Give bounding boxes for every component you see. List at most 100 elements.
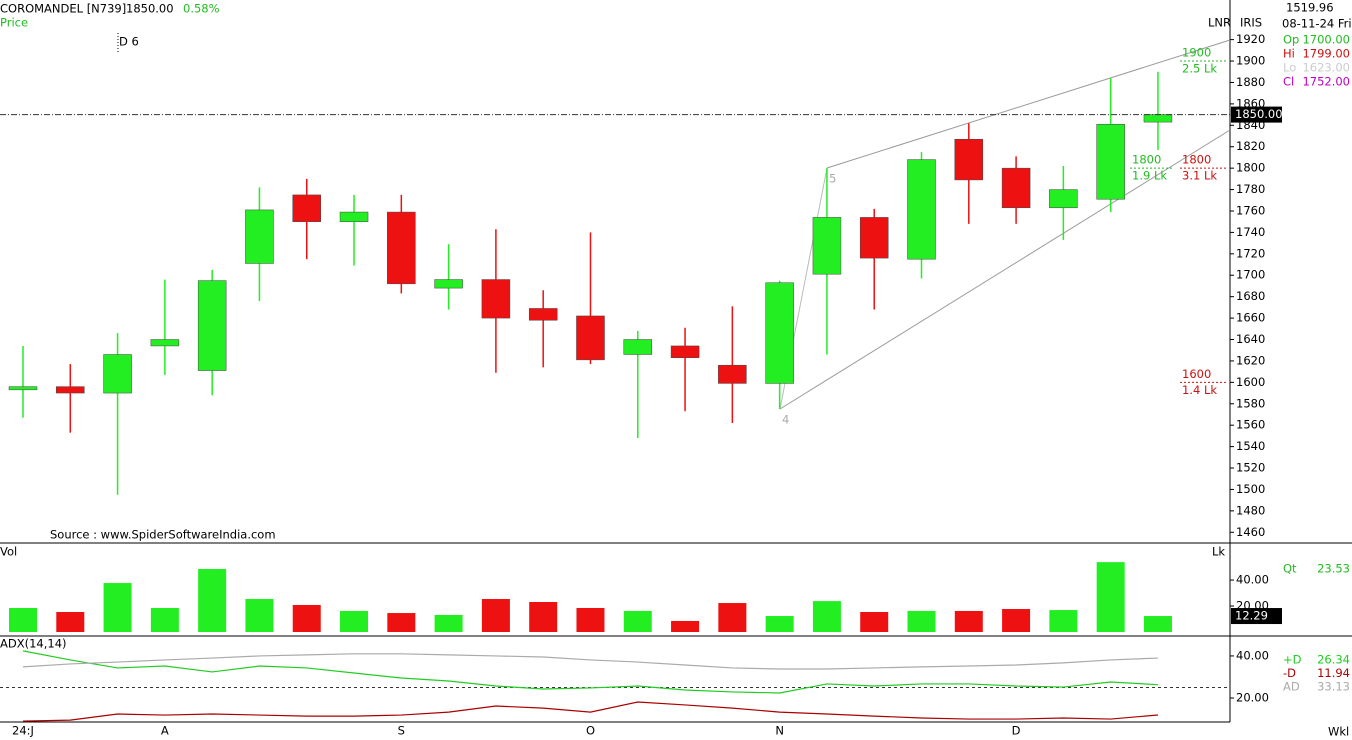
candle-body	[765, 282, 794, 384]
legend-name: AD	[1283, 680, 1300, 694]
y-tick-label: 1520	[1236, 461, 1265, 475]
volume-bar	[907, 610, 936, 632]
trend-line	[779, 129, 1231, 410]
last-price: 1850.00	[126, 2, 174, 16]
y-tick-label: 1480	[1236, 503, 1265, 517]
volume-bar	[434, 614, 463, 632]
candle-body	[292, 194, 321, 222]
level-label: 1800	[1132, 153, 1161, 167]
last-price-box	[1231, 106, 1282, 123]
legend-name: +D	[1283, 653, 1302, 667]
level-volume: 3.1 Lk	[1182, 169, 1217, 183]
candle-body	[245, 209, 274, 264]
y-tick-label: 1820	[1236, 139, 1265, 153]
readout-value: 1700.00	[1302, 33, 1350, 47]
y-tick-label: 1660	[1236, 311, 1265, 325]
candle-body	[528, 308, 558, 321]
y-tick-label: 40.00	[1236, 648, 1269, 662]
volume-title: Vol	[0, 545, 17, 559]
candle-body	[197, 280, 227, 371]
y-tick-label: 1600	[1236, 375, 1265, 389]
legend-value: 11.94	[1317, 666, 1350, 680]
y-tick-label: 1720	[1236, 246, 1265, 260]
source: Source : www.SpiderSoftwareIndia.com	[50, 528, 276, 542]
level-label: 1600	[1182, 367, 1211, 381]
y-tick-label: 1920	[1236, 32, 1265, 46]
volume-last-label: 12.29	[1235, 609, 1268, 623]
readout-name: Lo	[1283, 61, 1296, 75]
candle-body	[387, 211, 416, 285]
x-tick-label: N	[775, 724, 784, 738]
candle-body	[1096, 123, 1125, 200]
candle-body	[1143, 114, 1173, 123]
x-tick-label: A	[161, 724, 169, 738]
y-tick-label: 20.00	[1236, 691, 1269, 705]
volume-bar	[529, 602, 558, 632]
readout-name: Hi	[1283, 47, 1295, 61]
y-tick-label: 1620	[1236, 353, 1265, 367]
wave-label: 4	[782, 413, 789, 427]
candle-body	[623, 339, 653, 355]
adx-title: ADX(14,14)	[0, 637, 67, 651]
y-tick-label: 1680	[1236, 289, 1265, 303]
volume-bar	[340, 610, 369, 632]
volume-bar	[860, 612, 889, 632]
volume-bar	[954, 610, 983, 632]
period-label: D 6	[119, 35, 139, 49]
volume-bar	[576, 607, 605, 632]
volume-bar	[387, 613, 416, 632]
indicator-line	[22, 650, 1158, 694]
volume-bar	[1143, 616, 1172, 632]
readout-value: 1752.00	[1302, 75, 1350, 89]
level-volume: 1.4 Lk	[1182, 383, 1217, 397]
level-volume: 2.5 Lk	[1182, 62, 1217, 76]
y-tick-label: 1560	[1236, 418, 1265, 432]
level-label: 1800	[1182, 153, 1211, 167]
candle-body	[859, 217, 889, 259]
legend-value: 26.34	[1317, 653, 1350, 667]
volume-bar	[671, 620, 700, 632]
scale-label: LNR	[1208, 16, 1231, 30]
last-price-label: 1850.00	[1235, 107, 1283, 121]
volume-bar	[812, 601, 841, 632]
y-tick-label: 1500	[1236, 482, 1265, 496]
legend-name: -D	[1283, 666, 1296, 680]
volume-bar	[56, 612, 85, 632]
x-tick-label: 24:J	[12, 724, 34, 738]
y-tick-label: 1880	[1236, 75, 1265, 89]
volume-last-box	[1231, 608, 1282, 625]
candle-body	[954, 138, 984, 181]
volume-bar	[150, 607, 179, 632]
volume-bar	[103, 583, 132, 632]
y-tick-label: 1540	[1236, 439, 1265, 453]
candle-body	[812, 217, 842, 275]
x-axis-label: Wkl	[1328, 725, 1349, 739]
volume-bar	[1096, 562, 1125, 632]
x-tick-label: O	[586, 724, 595, 738]
volume-unit: Lk	[1212, 545, 1225, 559]
readout-name: Cl	[1283, 75, 1294, 89]
readout-value: 1799.00	[1302, 47, 1350, 61]
qt-label: Qt	[1283, 562, 1297, 576]
wave-label: 5	[829, 172, 836, 186]
volume-bar	[623, 610, 652, 632]
y-tick-label: 1800	[1236, 161, 1265, 175]
legend-value: 33.13	[1317, 680, 1350, 694]
candle-body	[907, 159, 936, 260]
y-tick-label: 1700	[1236, 268, 1265, 282]
y-tick-label: 1780	[1236, 182, 1265, 196]
chart-title: COROMANDEL [N739]	[0, 2, 126, 16]
change: 0.58%	[183, 2, 220, 16]
mode-label: IRIS	[1240, 16, 1262, 30]
volume-bar	[9, 607, 37, 632]
subtitle: Price	[0, 16, 28, 30]
readout-name: Op	[1283, 33, 1299, 47]
candle-body	[1049, 189, 1078, 209]
y-tick-label: 1640	[1236, 332, 1265, 346]
volume-bar	[292, 604, 321, 632]
y-tick-label: 1460	[1236, 525, 1265, 539]
qt-value: 23.53	[1317, 562, 1350, 576]
candle-body	[103, 354, 132, 394]
candle-body	[1001, 167, 1031, 209]
